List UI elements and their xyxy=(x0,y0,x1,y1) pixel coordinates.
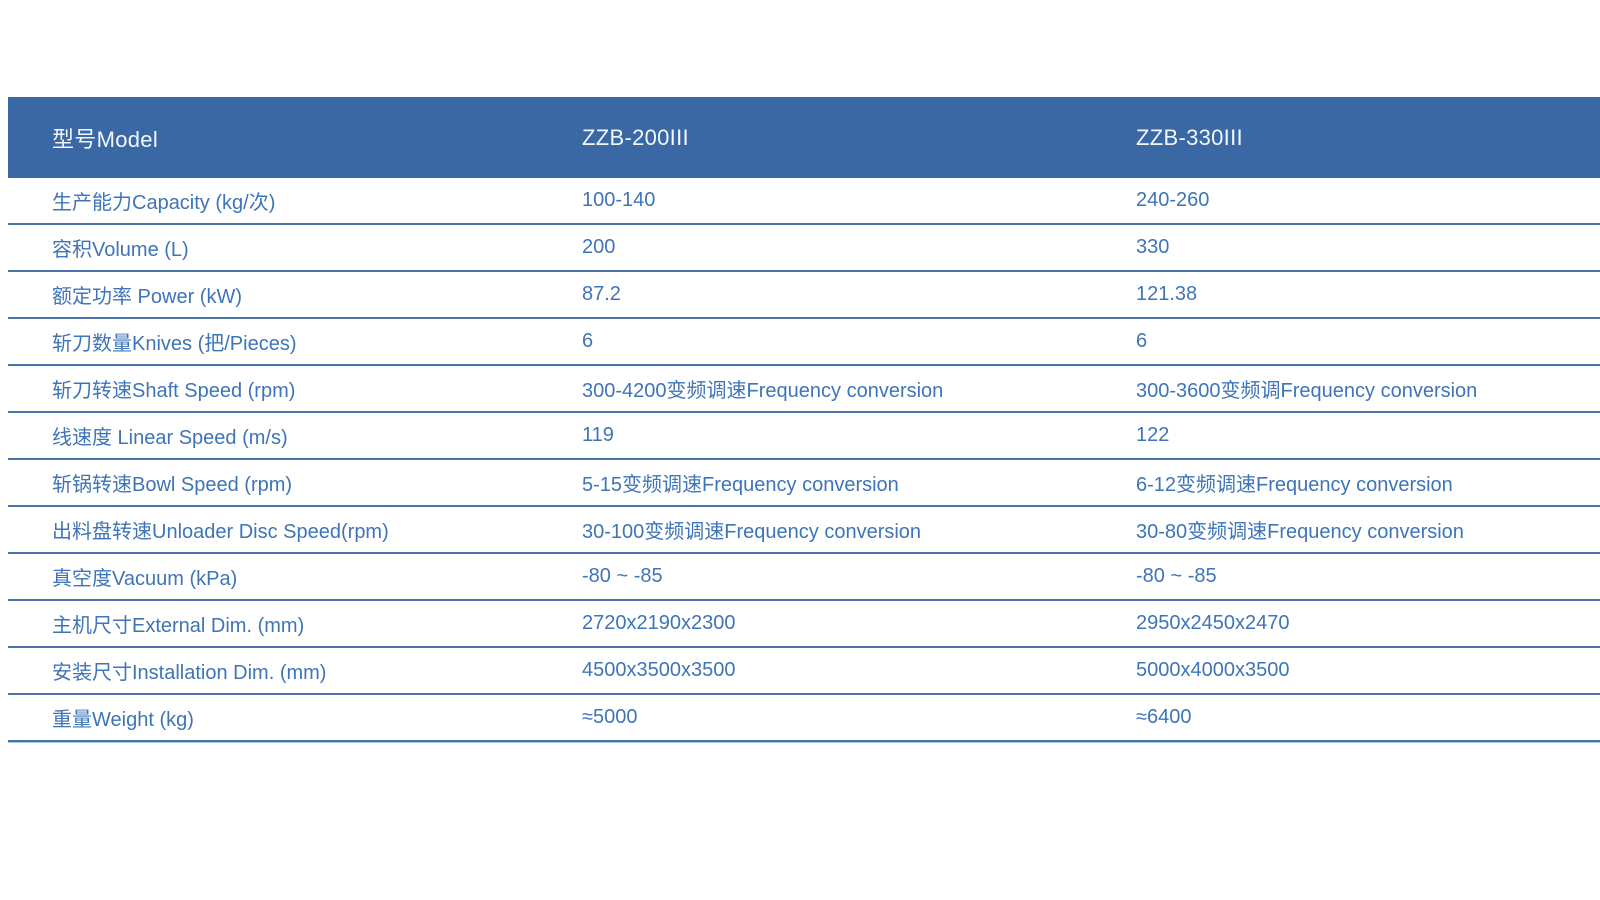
row-label: 安装尺寸Installation Dim. (mm) xyxy=(52,662,327,684)
row-label: 重量Weight (kg) xyxy=(52,709,194,731)
table-row-volume: 容积Volume (L) 200 330 xyxy=(8,225,1600,272)
row-label: 真空度Vacuum (kPa) xyxy=(52,568,238,590)
table-header-row: 型号Model ZZB-200III ZZB-330III xyxy=(8,97,1600,178)
value-zzb330: 330 xyxy=(1136,236,1170,258)
value-zzb330: 240-260 xyxy=(1136,189,1210,211)
spec-table: 型号Model ZZB-200III ZZB-330III 生产能力Capaci… xyxy=(8,97,1600,742)
row-label: 容积Volume (L) xyxy=(52,239,189,261)
value-zzb330: 6-12变频调速Frequency conversion xyxy=(1136,474,1453,496)
value-zzb330: ≈6400 xyxy=(1136,706,1192,728)
value-zzb330: -80 ~ -85 xyxy=(1136,565,1217,587)
row-label: 线速度 Linear Speed (m/s) xyxy=(52,427,288,449)
value-zzb330: 122 xyxy=(1136,424,1170,446)
row-label: 出料盘转速Unloader Disc Speed(rpm) xyxy=(52,521,389,543)
value-zzb200: 6 xyxy=(582,330,594,352)
table-row-bowl-speed: 斩锅转速Bowl Speed (rpm) 5-15变频调速Frequency c… xyxy=(8,460,1600,507)
value-zzb200: 119 xyxy=(582,424,614,446)
value-zzb330: 300-3600变频调Frequency conversion xyxy=(1136,380,1478,402)
table-row-linear-speed: 线速度 Linear Speed (m/s) 119 122 xyxy=(8,413,1600,460)
value-zzb200: 200 xyxy=(582,236,616,258)
table-row-capacity: 生产能力Capacity (kg/次) 100-140 240-260 xyxy=(8,178,1600,225)
row-label: 斩刀转速Shaft Speed (rpm) xyxy=(52,380,296,402)
value-zzb200: -80 ~ -85 xyxy=(582,565,663,587)
row-label: 主机尺寸External Dim. (mm) xyxy=(52,615,305,637)
table-row-unloader-disc-speed: 出料盘转速Unloader Disc Speed(rpm) 30-100变频调速… xyxy=(8,507,1600,554)
value-zzb200: 87.2 xyxy=(582,283,621,305)
row-label: 额定功率 Power (kW) xyxy=(52,286,242,308)
value-zzb200: 5-15变频调速Frequency conversion xyxy=(582,474,899,496)
table-row-shaft-speed: 斩刀转速Shaft Speed (rpm) 300-4200变频调速Freque… xyxy=(8,366,1600,413)
row-label: 斩锅转速Bowl Speed (rpm) xyxy=(52,474,293,496)
row-label: 斩刀数量Knives (把/Pieces) xyxy=(52,333,297,355)
value-zzb330: 30-80变频调速Frequency conversion xyxy=(1136,521,1464,543)
table-row-power: 额定功率 Power (kW) 87.2 121.38 xyxy=(8,272,1600,319)
value-zzb200: 100-140 xyxy=(582,189,656,211)
value-zzb330: 2950x2450x2470 xyxy=(1136,612,1290,634)
value-zzb330: 121.38 xyxy=(1136,283,1198,305)
header-model-zzb200: ZZB-200III xyxy=(582,124,689,150)
value-zzb200: 30-100变频调速Frequency conversion xyxy=(582,521,922,543)
header-model-zzb330: ZZB-330III xyxy=(1136,124,1243,150)
value-zzb200: ≈5000 xyxy=(582,706,638,728)
value-zzb330: 5000x4000x3500 xyxy=(1136,659,1290,681)
value-zzb200: 300-4200变频调速Frequency conversion xyxy=(582,380,944,402)
table-row-knives: 斩刀数量Knives (把/Pieces) 6 6 xyxy=(8,319,1600,366)
table-row-weight: 重量Weight (kg) ≈5000 ≈6400 xyxy=(8,695,1600,742)
table-row-external-dim: 主机尺寸External Dim. (mm) 2720x2190x2300 29… xyxy=(8,601,1600,648)
table-row-vacuum: 真空度Vacuum (kPa) -80 ~ -85 -80 ~ -85 xyxy=(8,554,1600,601)
value-zzb200: 2720x2190x2300 xyxy=(582,612,736,634)
table-row-installation-dim: 安装尺寸Installation Dim. (mm) 4500x3500x350… xyxy=(8,648,1600,695)
value-zzb200: 4500x3500x3500 xyxy=(582,659,736,681)
row-label: 生产能力Capacity (kg/次) xyxy=(52,192,276,214)
value-zzb330: 6 xyxy=(1136,330,1148,352)
header-model-label: 型号Model xyxy=(52,126,159,152)
